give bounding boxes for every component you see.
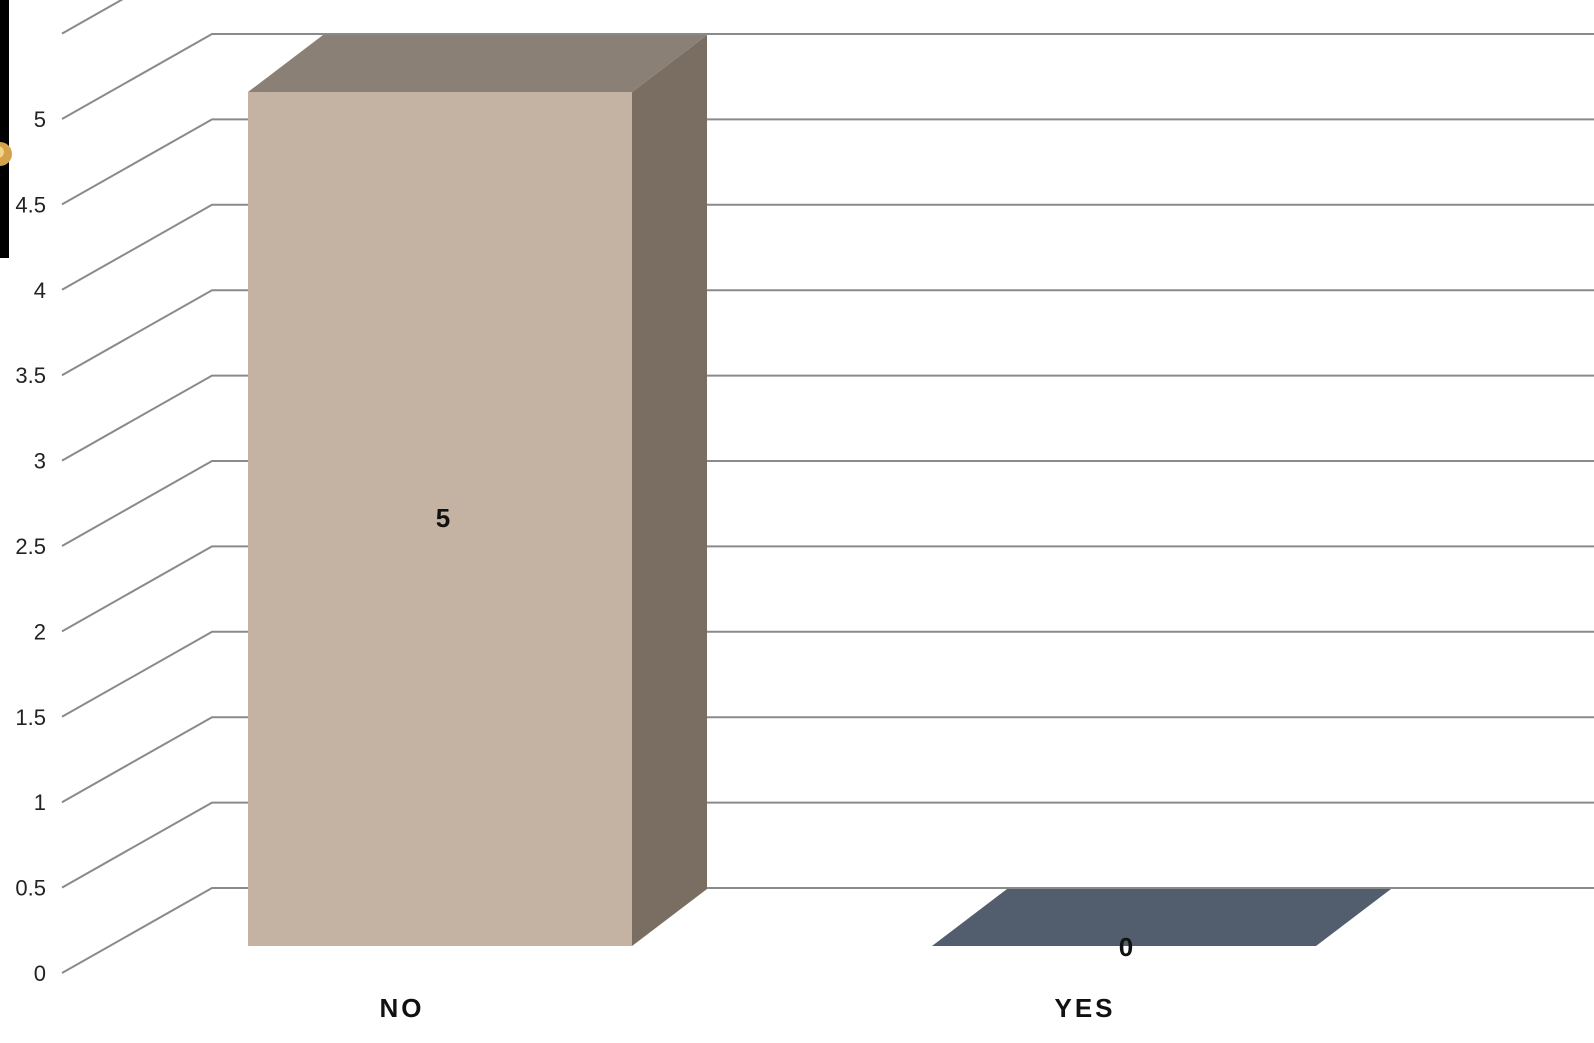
gridlines (61, 0, 1594, 974)
y-axis-ticks: 0 0.5 1 1.5 2 2.5 3 3.5 4 4.5 5 (15, 107, 46, 986)
gridline-8 (61, 203, 1594, 291)
data-label-no: 5 (436, 503, 450, 533)
y-tick-label: 1 (34, 790, 46, 815)
y-tick-label: 0 (34, 961, 46, 986)
y-tick-label: 3.5 (15, 363, 46, 388)
y-tick-label: 5 (34, 107, 46, 132)
bar-top-no (248, 35, 707, 92)
bar-side-no (632, 35, 707, 946)
y-tick-label: 4 (34, 278, 46, 303)
gridline-0 (61, 887, 1594, 974)
bars (248, 35, 1391, 946)
x-category-label-no: NO (380, 993, 425, 1023)
y-tick-label: 0.5 (15, 876, 46, 901)
gridline-9 (61, 118, 1594, 206)
bar-yes (932, 889, 1391, 946)
gridline-10 (61, 33, 1594, 120)
y-tick-label: 4.5 (15, 192, 46, 217)
bar-no (248, 92, 632, 946)
y-tick-label: 1.5 (15, 705, 46, 730)
y-tick-label: 3 (34, 449, 46, 474)
y-tick-label: 2 (34, 619, 46, 644)
gridline-5 (61, 460, 1594, 547)
gridline-7 (61, 289, 1594, 377)
left-edge-decoration (0, 0, 12, 258)
gridline-6 (61, 374, 1594, 462)
data-label-yes: 0 (1119, 932, 1133, 962)
gridline-2 (61, 716, 1594, 804)
x-category-label-yes: YES (1054, 993, 1115, 1023)
y-tick-label: 2.5 (15, 534, 46, 559)
labels: 5 NO 0 YES (380, 503, 1134, 1023)
gridline-1 (61, 801, 1594, 889)
gridline-3 (61, 630, 1594, 718)
gridline-4 (61, 545, 1594, 633)
gridline-11 (61, 0, 124, 35)
